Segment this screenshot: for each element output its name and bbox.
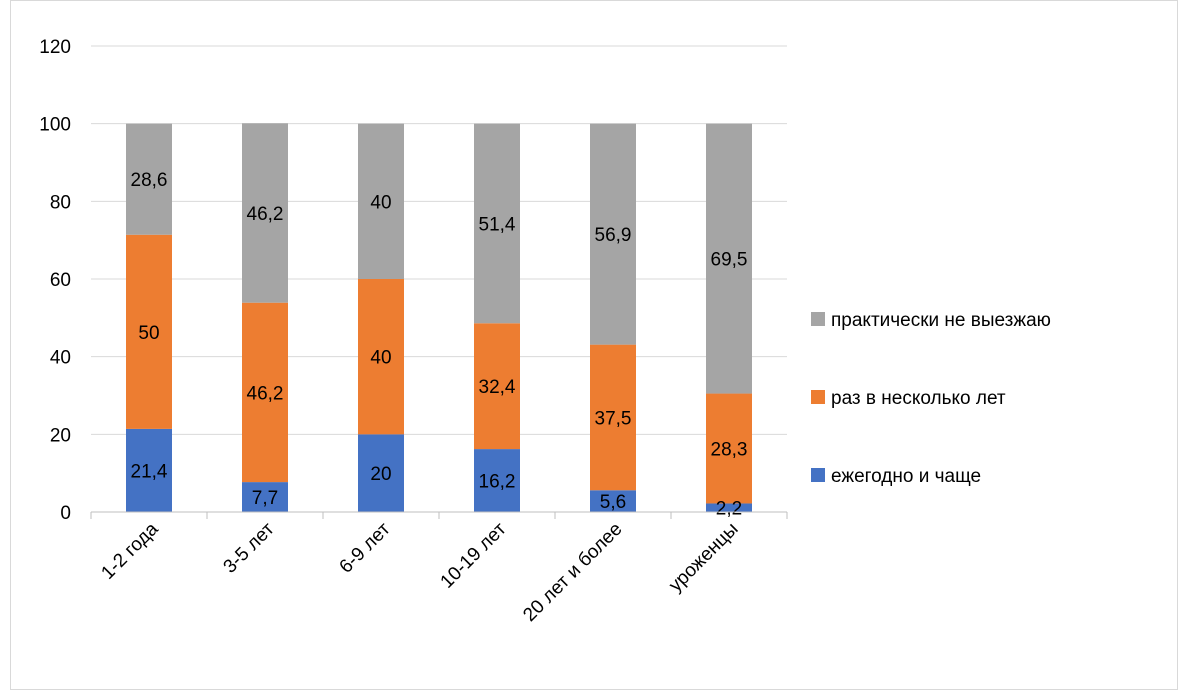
bar-segment [474,123,520,324]
data-label: 56,9 [595,225,632,246]
x-tick-label: 6-9 лет [336,518,395,577]
x-tick-label: 1-2 года [97,518,162,583]
data-label: 51,4 [479,214,516,235]
bar-segment [126,428,172,512]
bars [126,123,752,512]
y-tick-label: 60 [50,270,71,291]
legend-swatch [811,390,825,404]
bar-segment [358,434,404,512]
bar-segment [474,323,520,450]
stacked-bar-chart: 21,4 50 28,6 7,7 46,2 46,2 20 40 40 16,2 32,4 51,4 5… [39,37,1051,626]
y-tick-label: 20 [50,425,71,446]
bar-segment [590,123,636,345]
bar-segment [590,490,636,512]
legend-swatch [811,468,825,482]
x-tick-label: 20 лет и более [519,519,626,626]
bar-segment [242,302,288,483]
x-tick-label: 3-5 лет [220,518,279,577]
legend-label: практически не выезжаю [831,310,1051,331]
legend-label: раз в несколько лет [831,388,1006,409]
x-tick-label: уроженцы [665,519,742,596]
data-labels: 21,4 50 28,6 7,7 46,2 46,2 20 40 40 16,2 32,4 51,4 5… [131,170,748,520]
bar-segment [242,482,288,512]
chart-frame: 21,4 50 28,6 7,7 46,2 46,2 20 40 40 16,2 32,4 51,4 5… [10,0,1178,690]
bar-segment [358,123,404,280]
bar-segment [126,123,172,235]
bar-segment [706,123,752,394]
data-label: 21,4 [131,461,168,482]
data-label: 28,6 [131,170,168,191]
data-label: 37,5 [595,408,632,429]
bar-segment [590,344,636,491]
bar-segment [706,393,752,504]
y-tick-label: 0 [60,503,71,524]
gridlines [91,45,787,435]
data-label: 20 [370,464,391,485]
data-label: 2,2 [716,499,742,520]
bar-segment [706,503,752,512]
data-label: 69,5 [711,250,748,271]
legend-label: ежегодно и чаще [831,466,981,487]
x-tick-label: 10-19 лет [437,518,511,592]
bar-segment [474,449,520,512]
data-label: 40 [370,192,391,213]
data-label: 7,7 [252,488,278,509]
y-tick-label: 100 [39,115,71,136]
data-label: 5,6 [600,492,626,513]
y-tick-label: 120 [39,37,71,58]
data-label: 40 [370,348,391,369]
data-label: 28,3 [711,440,748,461]
y-tick-label: 80 [50,192,71,213]
data-label: 16,2 [479,472,516,493]
data-label: 32,4 [479,377,516,398]
bar-segment [126,234,172,429]
bar-segment [242,123,288,303]
data-label: 50 [138,323,159,344]
bar-segment [358,279,404,435]
data-label: 46,2 [247,383,284,404]
legend-swatch [811,312,825,326]
data-label: 46,2 [247,204,284,225]
y-tick-label: 40 [50,348,71,369]
legend: практически не выезжаю раз в несколько ле… [811,310,1051,487]
